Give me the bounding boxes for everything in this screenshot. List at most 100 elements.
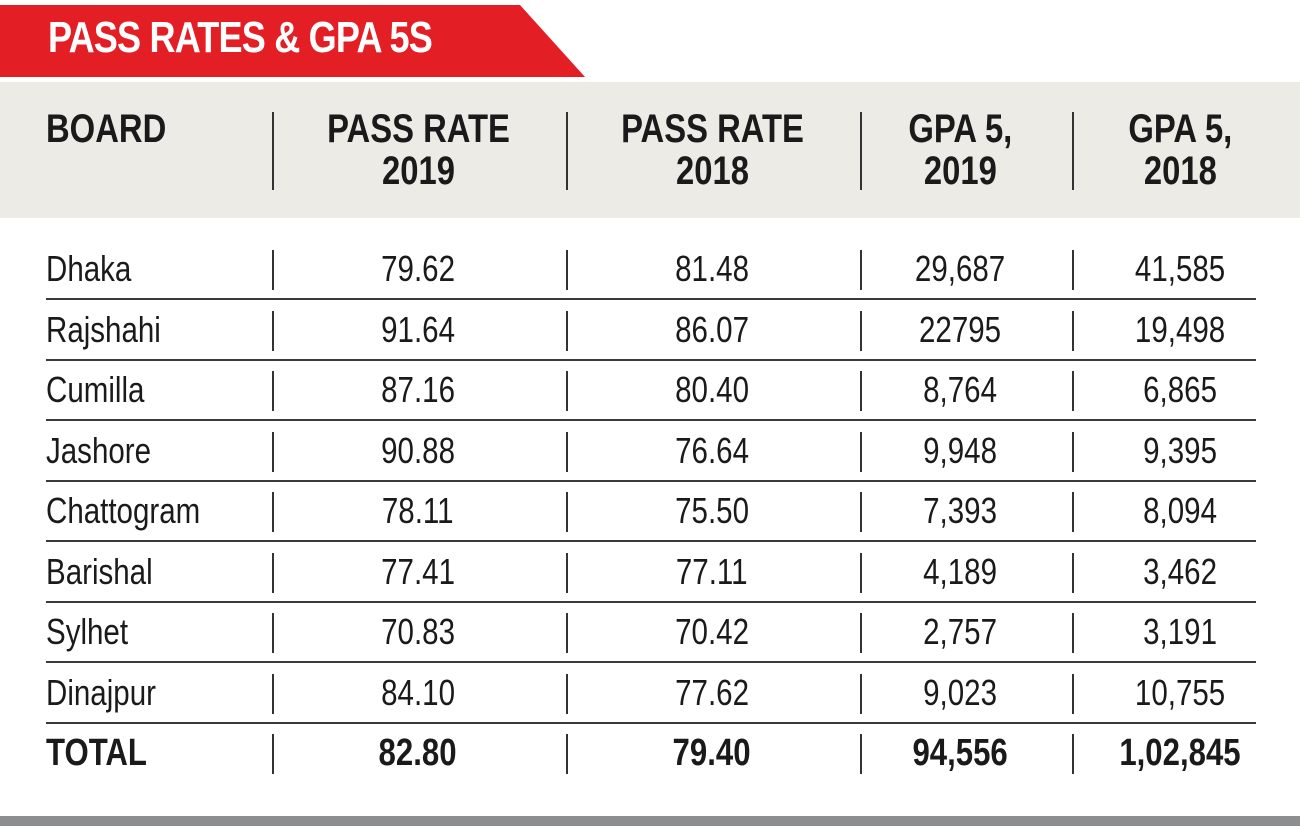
- title-banner: [0, 5, 585, 77]
- table-row: Sylhet 70.83 70.42 2,757 3,191: [0, 603, 1300, 663]
- value-cell: 19,498: [1134, 308, 1226, 350]
- row-rule: [46, 358, 1256, 361]
- column-divider: [566, 310, 568, 351]
- value-cell: 4,189: [923, 550, 997, 592]
- value-cell: 79.40: [673, 732, 751, 774]
- value-cell: 86.07: [675, 308, 749, 350]
- column-divider: [860, 431, 862, 472]
- value-cell: 8,094: [1143, 490, 1217, 531]
- value-cell: 91.64: [381, 308, 455, 350]
- value-cell: 7,393: [923, 490, 997, 531]
- value-cell: 8,764: [923, 369, 997, 410]
- value-cell: 70.42: [675, 611, 749, 652]
- column-divider: [1072, 552, 1074, 593]
- column-header-1: PASS RATE 2019: [326, 107, 510, 193]
- board-name: Dinajpur: [46, 671, 156, 713]
- column-header-2: PASS RATE 2018: [620, 107, 804, 193]
- column-header-0: BOARD: [46, 107, 167, 151]
- column-divider: [860, 492, 862, 532]
- bottom-rule: [0, 816, 1300, 826]
- column-divider: [1072, 371, 1074, 411]
- value-cell: 79.62: [381, 248, 455, 289]
- column-divider: [566, 552, 568, 593]
- row-rule: [46, 600, 1256, 603]
- row-rule: [46, 479, 1256, 482]
- value-cell: 80.40: [675, 369, 749, 410]
- column-divider: [860, 371, 862, 411]
- board-name: TOTAL: [46, 732, 147, 774]
- value-cell: 94,556: [912, 732, 1008, 774]
- row-rule: [46, 540, 1256, 542]
- column-divider: [272, 613, 274, 653]
- value-cell: 9,948: [923, 429, 997, 471]
- column-divider: [272, 250, 274, 290]
- table-row: Cumilla 87.16 80.40 8,764 6,865: [0, 361, 1300, 421]
- table-row: Chattogram 78.11 75.50 7,393 8,094: [0, 482, 1300, 542]
- column-divider: [566, 250, 568, 290]
- column-divider: [860, 613, 862, 653]
- value-cell: 70.83: [381, 611, 455, 652]
- column-divider: [1072, 673, 1074, 714]
- value-cell: 87.16: [381, 369, 455, 410]
- board-name: Chattogram: [46, 490, 201, 531]
- column-header-3: GPA 5, 2019: [908, 107, 1012, 193]
- value-cell: 78.11: [382, 490, 454, 531]
- row-rule: [46, 721, 1256, 724]
- header-divider: [272, 112, 274, 190]
- value-cell: 84.10: [381, 671, 455, 713]
- board-name: Cumilla: [46, 369, 145, 410]
- column-header-4: GPA 5, 2018: [1128, 107, 1232, 193]
- value-cell: 2,757: [923, 611, 997, 652]
- board-name: Sylhet: [46, 611, 129, 652]
- table-row: Jashore 90.88 76.64 9,948 9,395: [0, 422, 1300, 482]
- column-divider: [860, 250, 862, 290]
- column-divider: [566, 371, 568, 411]
- column-divider: [566, 431, 568, 472]
- column-divider: [272, 310, 274, 351]
- column-divider: [1072, 492, 1074, 532]
- value-cell: 3,191: [1143, 611, 1217, 652]
- board-name: Rajshahi: [46, 308, 161, 350]
- column-divider: [566, 492, 568, 532]
- value-cell: 6,865: [1143, 369, 1217, 410]
- board-name: Barishal: [46, 550, 153, 592]
- column-divider: [566, 673, 568, 714]
- column-divider: [860, 673, 862, 714]
- value-cell: 10,755: [1134, 671, 1226, 713]
- board-name: Dhaka: [46, 248, 132, 289]
- header-divider: [566, 112, 568, 190]
- value-cell: 81.48: [675, 248, 749, 289]
- value-cell: 9,395: [1143, 429, 1217, 471]
- value-cell: 77.11: [676, 550, 748, 592]
- board-name: Jashore: [46, 429, 152, 471]
- column-divider: [1072, 310, 1074, 351]
- header-divider: [860, 112, 862, 190]
- column-divider: [272, 492, 274, 532]
- value-cell: 76.64: [675, 429, 749, 471]
- column-divider: [566, 734, 568, 774]
- column-divider: [272, 552, 274, 593]
- column-divider: [860, 734, 862, 774]
- column-divider: [1072, 431, 1074, 472]
- column-divider: [272, 734, 274, 774]
- column-divider: [272, 431, 274, 472]
- column-divider: [566, 613, 568, 653]
- row-rule: [46, 298, 1256, 300]
- table-row: Barishal 77.41 77.11 4,189 3,462: [0, 543, 1300, 603]
- value-cell: 29,687: [914, 248, 1006, 289]
- header-band: [0, 82, 1300, 218]
- value-cell: 77.62: [675, 671, 749, 713]
- value-cell: 3,462: [1143, 550, 1217, 592]
- column-divider: [860, 310, 862, 351]
- table-title: PASS RATES & GPA 5S: [48, 13, 433, 62]
- table-row: Dhaka 79.62 81.48 29,687 41,585: [0, 240, 1300, 300]
- column-divider: [272, 371, 274, 411]
- row-rule: [46, 419, 1256, 421]
- table-row: Dinajpur 84.10 77.62 9,023 10,755: [0, 664, 1300, 724]
- value-cell: 75.50: [675, 490, 749, 531]
- column-divider: [1072, 613, 1074, 653]
- column-divider: [1072, 250, 1074, 290]
- value-cell: 77.41: [381, 550, 455, 592]
- total-row: TOTAL 82.80 79.40 94,556 1,02,845: [0, 724, 1300, 784]
- column-divider: [1072, 734, 1074, 774]
